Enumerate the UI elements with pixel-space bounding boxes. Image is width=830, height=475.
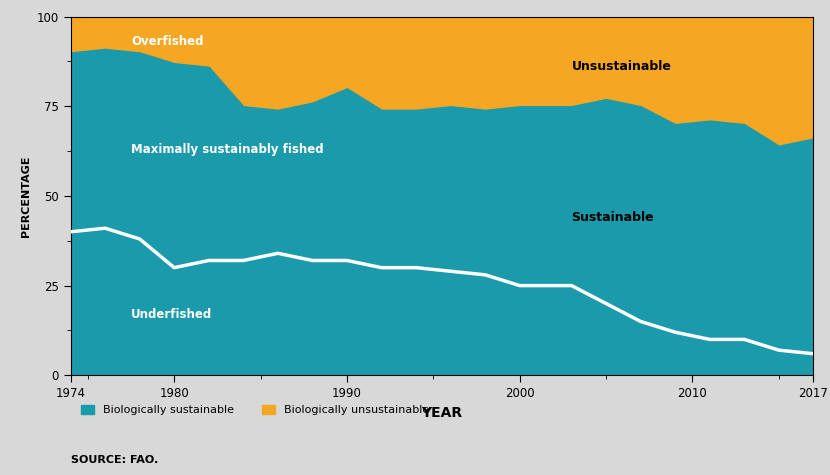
- Text: SOURCE: FAO.: SOURCE: FAO.: [71, 455, 158, 465]
- Text: Sustainable: Sustainable: [572, 211, 654, 224]
- Text: Underfished: Underfished: [131, 308, 212, 321]
- Text: Overfished: Overfished: [131, 35, 203, 48]
- Text: Unsustainable: Unsustainable: [572, 60, 671, 73]
- X-axis label: YEAR: YEAR: [422, 406, 462, 419]
- Y-axis label: PERCENTAGE: PERCENTAGE: [21, 155, 31, 237]
- Legend: Biologically sustainable, Biologically unsustainable: Biologically sustainable, Biologically u…: [76, 400, 433, 419]
- Text: Maximally sustainably fished: Maximally sustainably fished: [131, 143, 324, 156]
